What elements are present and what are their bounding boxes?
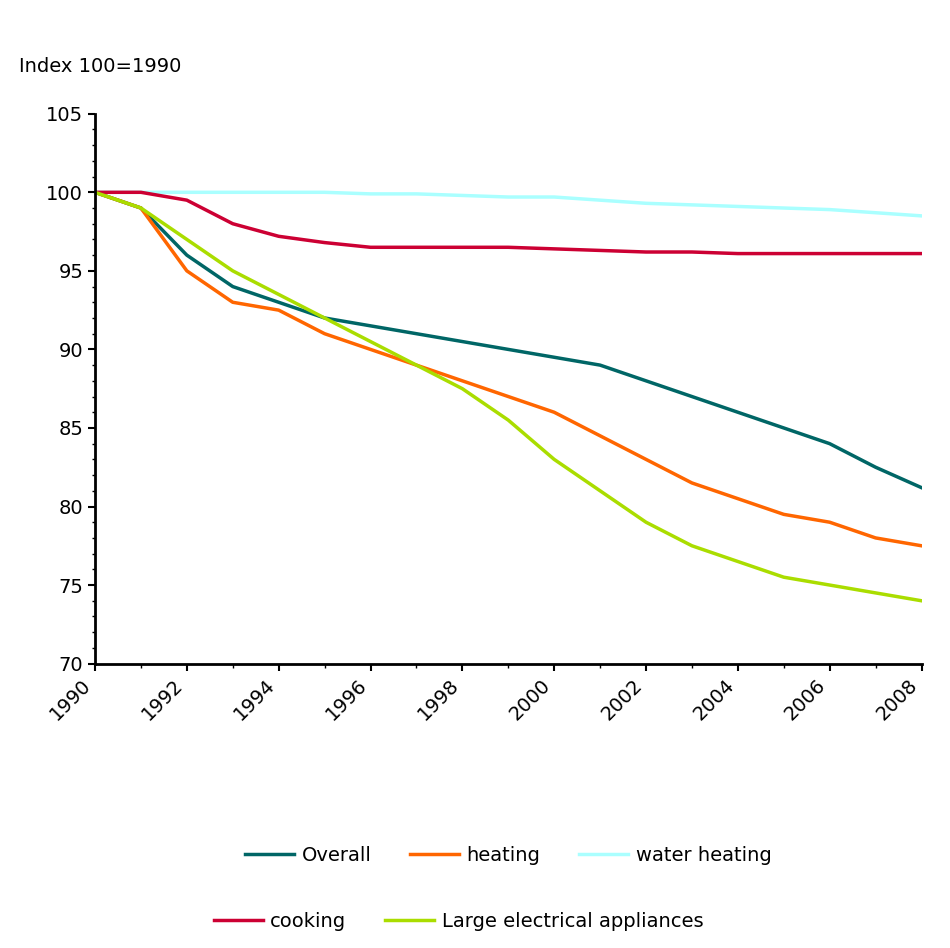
Legend: cooking, Large electrical appliances: cooking, Large electrical appliances [206, 904, 712, 939]
Text: Index 100=1990: Index 100=1990 [19, 57, 181, 76]
